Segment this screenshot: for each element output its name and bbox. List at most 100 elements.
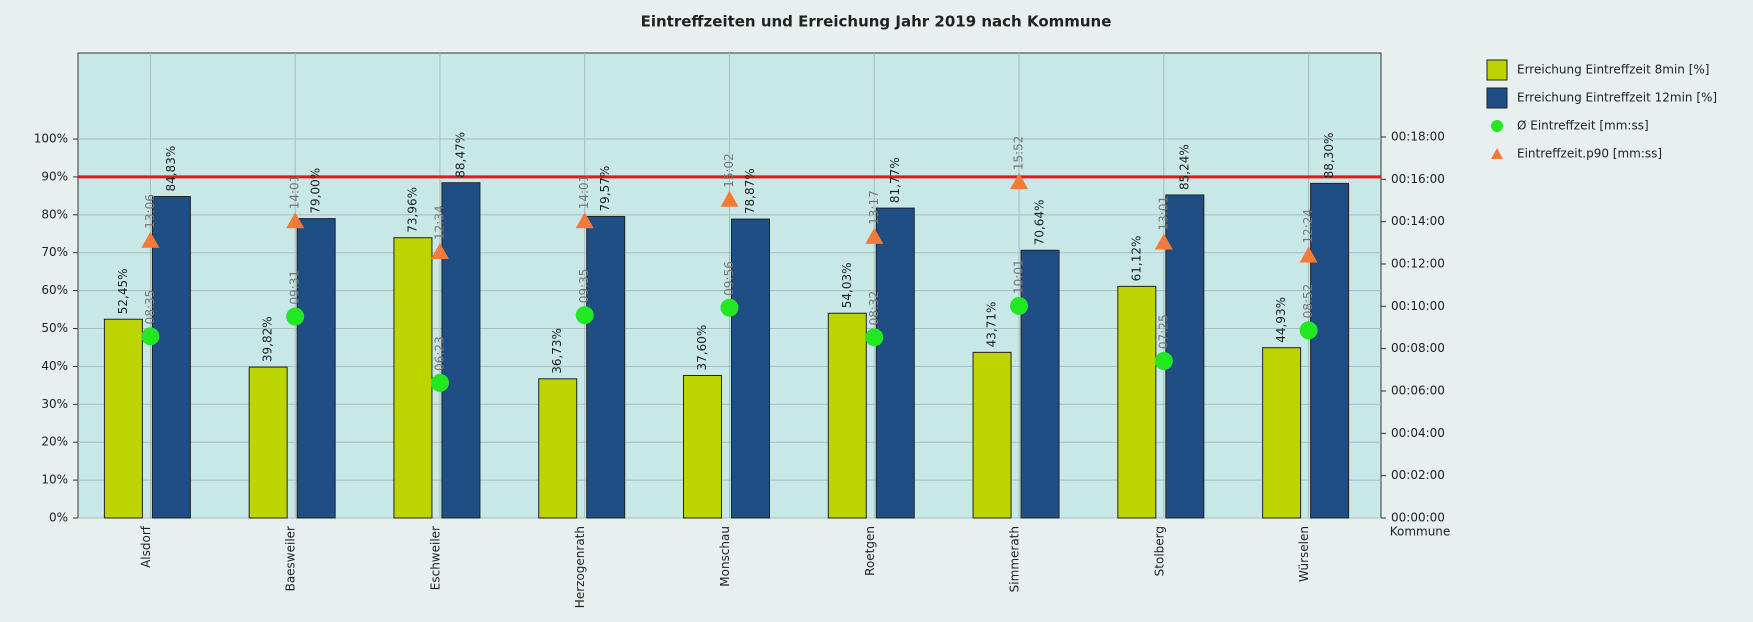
data-label: 14:01 bbox=[288, 175, 302, 210]
x-tick-label: Simmerath bbox=[1008, 526, 1022, 592]
data-label: 09:56 bbox=[722, 261, 736, 296]
data-label: 09:35 bbox=[577, 269, 591, 304]
data-label: 08:32 bbox=[867, 291, 881, 326]
y2-tick-label: 00:02:00 bbox=[1391, 468, 1445, 482]
data-label: 15:02 bbox=[722, 153, 736, 188]
y-tick-label: 30% bbox=[41, 397, 68, 411]
data-label: 44,93% bbox=[1274, 297, 1288, 343]
bar bbox=[875, 207, 915, 519]
y2-tick-label: 00:08:00 bbox=[1391, 341, 1445, 355]
data-label: 36,73% bbox=[550, 328, 564, 374]
data-label: 13:01 bbox=[1156, 196, 1170, 231]
data-label: 13:06 bbox=[143, 194, 157, 229]
y-tick-label: 70% bbox=[41, 245, 68, 259]
bar bbox=[248, 366, 288, 519]
circle-marker bbox=[1010, 296, 1029, 315]
triangle-marker bbox=[720, 190, 739, 207]
data-label: 88,47% bbox=[453, 132, 467, 178]
circle-marker bbox=[430, 373, 449, 392]
data-label: 09:31 bbox=[288, 270, 302, 305]
circle-marker bbox=[141, 327, 160, 346]
data-label: 84,83% bbox=[164, 146, 178, 192]
x-tick-label: Baesweiler bbox=[284, 526, 298, 591]
data-label: 08:52 bbox=[1301, 284, 1315, 319]
bar bbox=[1020, 249, 1060, 519]
data-label: 54,03% bbox=[840, 262, 854, 308]
data-label: 85,24% bbox=[1177, 144, 1191, 190]
data-label: 73,96% bbox=[405, 187, 419, 233]
y-tick-label: 90% bbox=[41, 169, 68, 183]
triangle-marker bbox=[430, 242, 449, 259]
legend-swatch bbox=[1491, 148, 1503, 159]
y2-tick-label: 00:14:00 bbox=[1391, 214, 1445, 228]
data-label: 13:17 bbox=[867, 190, 881, 225]
bar bbox=[972, 351, 1012, 519]
data-label: 39,82% bbox=[261, 316, 275, 362]
y2-tick-label: 00:18:00 bbox=[1391, 129, 1445, 143]
bar bbox=[1262, 347, 1302, 519]
x-tick-label: Monschau bbox=[718, 526, 732, 587]
legend-swatch bbox=[1491, 120, 1503, 132]
bar bbox=[296, 218, 336, 519]
y-tick-label: 40% bbox=[41, 359, 68, 373]
y-tick-label: 20% bbox=[41, 435, 68, 449]
data-label: 88,30% bbox=[1322, 133, 1336, 179]
bar bbox=[683, 375, 722, 519]
triangle-marker bbox=[286, 212, 305, 229]
circle-marker bbox=[1154, 352, 1173, 371]
circle-marker bbox=[1299, 321, 1318, 340]
data-label: 70,64% bbox=[1033, 200, 1047, 246]
triangle-marker bbox=[141, 231, 160, 248]
bar bbox=[393, 237, 433, 519]
y-tick-label: 100% bbox=[34, 132, 68, 146]
y2-tick-label: 00:06:00 bbox=[1391, 383, 1445, 397]
bar bbox=[731, 218, 770, 519]
data-label: 14:01 bbox=[577, 175, 591, 210]
data-label: 10:01 bbox=[1012, 259, 1026, 294]
circle-marker bbox=[575, 306, 594, 325]
x-tick-label: Eschweiler bbox=[428, 526, 442, 590]
data-label: 08:35 bbox=[143, 290, 157, 325]
data-label: 12:24 bbox=[1301, 209, 1315, 244]
y2-tick-label: 00:10:00 bbox=[1391, 299, 1445, 313]
data-label: 78,87% bbox=[743, 168, 757, 214]
bar bbox=[586, 215, 626, 519]
data-label: 52,45% bbox=[116, 268, 130, 314]
data-label: 12:34 bbox=[432, 205, 446, 240]
x-tick-label: Herzogenrath bbox=[573, 526, 587, 608]
y-tick-label: 80% bbox=[41, 207, 68, 221]
circle-marker bbox=[286, 307, 305, 326]
y-tick-label: 50% bbox=[41, 321, 68, 335]
data-label: 81,77% bbox=[888, 157, 902, 203]
y2-tick-label: 00:04:00 bbox=[1391, 426, 1445, 440]
legend-label: Ø Eintreffzeit [mm:ss] bbox=[1517, 119, 1649, 133]
y-tick-label: 0% bbox=[49, 511, 68, 525]
bar bbox=[441, 182, 481, 519]
data-label: 15:52 bbox=[1012, 136, 1026, 171]
y-tick-label: 60% bbox=[41, 283, 68, 297]
data-label: 06:23 bbox=[432, 336, 446, 371]
data-label: 07:25 bbox=[1156, 314, 1170, 349]
x-tick-label: Würselen bbox=[1297, 526, 1311, 582]
y2-tick-label: 00:00:00 bbox=[1391, 511, 1445, 525]
data-label: 61,12% bbox=[1129, 236, 1143, 282]
legend-label: Erreichung Eintreffzeit 12min [%] bbox=[1517, 91, 1717, 105]
bar bbox=[827, 312, 867, 519]
legend-label: Erreichung Eintreffzeit 8min [%] bbox=[1517, 63, 1709, 77]
x-tick-label: Stolberg bbox=[1152, 526, 1166, 576]
bar bbox=[1310, 182, 1350, 519]
triangle-marker bbox=[1299, 246, 1318, 263]
circle-marker bbox=[865, 328, 884, 347]
data-label: 37,60% bbox=[695, 325, 709, 371]
x-tick-label: Roetgen bbox=[863, 526, 877, 576]
data-label: 79,57% bbox=[598, 166, 612, 212]
bar bbox=[538, 378, 578, 519]
data-label: 43,71% bbox=[985, 302, 999, 348]
x-axis-label: Kommune bbox=[1390, 525, 1451, 539]
triangle-marker bbox=[1010, 173, 1029, 190]
circle-marker bbox=[720, 298, 739, 317]
triangle-marker bbox=[575, 212, 594, 229]
bar bbox=[1117, 285, 1157, 519]
x-tick-label: Alsdorf bbox=[139, 525, 153, 568]
